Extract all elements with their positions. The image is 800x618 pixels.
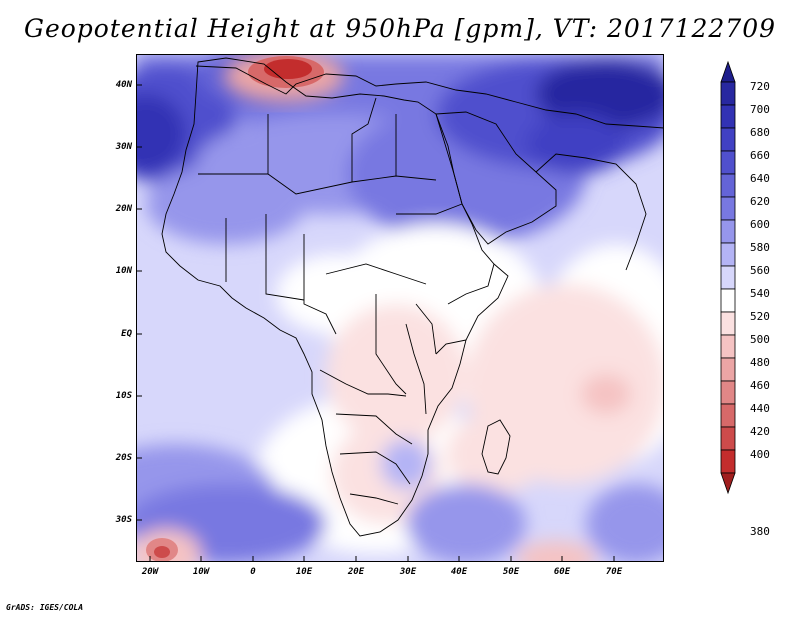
colorbar-label: 600: [750, 218, 770, 231]
colorbar-box: [720, 104, 736, 129]
colorbar-label: 680: [750, 126, 770, 139]
lat-label-30n: 30N: [115, 142, 132, 152]
colorbar-box: [720, 426, 736, 451]
colorbar-label: 660: [750, 149, 770, 162]
colorbar-box: [720, 196, 736, 221]
colorbar-label: 560: [750, 264, 770, 277]
colorbar-box: [720, 150, 736, 175]
map-canvas: [136, 54, 664, 562]
colorbar-box: [720, 265, 736, 290]
map-title: Geopotential Height at 950hPa [gpm], VT:…: [23, 14, 777, 43]
lon-label-10e: 10E: [295, 567, 313, 577]
lon-label-0: 0: [250, 567, 256, 577]
colorbar-label: 500: [750, 333, 770, 346]
lon-label-60e: 60E: [553, 567, 571, 577]
lon-label-40e: 40E: [450, 567, 468, 577]
lat-label-40n: 40N: [115, 80, 132, 90]
colorbar-label: 400: [750, 448, 770, 461]
lat-label-20s: 20S: [115, 453, 132, 463]
colorbar-box: [720, 311, 736, 336]
colorbar-label: 380: [750, 525, 770, 538]
lat-label-10s: 10S: [115, 391, 132, 401]
colorbar-label: 440: [750, 402, 770, 415]
lon-label-20w: 20W: [141, 567, 159, 577]
lat-label-20n: 20N: [115, 204, 132, 214]
colorbar-arrow-top: [720, 60, 736, 83]
colorbar-box: [720, 219, 736, 244]
lon-label-20e: 20E: [347, 567, 365, 577]
lat-label-10n: 10N: [115, 266, 132, 276]
colorbar-label: 720: [750, 80, 770, 93]
colorbar-box: [720, 242, 736, 267]
height-field: [136, 54, 664, 562]
colorbar-box: [720, 357, 736, 382]
colorbar-box: [720, 334, 736, 359]
lat-label-30s: 30S: [115, 515, 132, 525]
lon-label-50e: 50E: [502, 567, 520, 577]
colorbar-label: 520: [750, 310, 770, 323]
colorbar-label: 420: [750, 425, 770, 438]
colorbar-box: [720, 173, 736, 198]
colorbar-box: [720, 127, 736, 152]
grads-credit: GrADS: IGES/COLA: [6, 603, 84, 612]
colorbar-label: 620: [750, 195, 770, 208]
map-panel: [136, 54, 664, 562]
lat-label-eq: EQ: [121, 329, 132, 339]
colorbar-label: 580: [750, 241, 770, 254]
lon-label-30e: 30E: [399, 567, 417, 577]
colorbar-label: 640: [750, 172, 770, 185]
colorbar-label: 480: [750, 356, 770, 369]
map-frame: [136, 54, 664, 562]
coastlines: [161, 57, 664, 537]
colorbar-box: [720, 380, 736, 405]
colorbar-label: 700: [750, 103, 770, 116]
colorbar-label: 460: [750, 379, 770, 392]
colorbar-arrow-bottom: [720, 472, 736, 495]
lon-label-10w: 10W: [192, 567, 210, 577]
colorbar-box: [720, 403, 736, 428]
colorbar-box: [720, 449, 736, 474]
colorbar-box: [720, 81, 736, 106]
colorbar-label: 540: [750, 287, 770, 300]
colorbar: [720, 60, 736, 495]
colorbar-box: [720, 288, 736, 313]
lon-label-70e: 70E: [605, 567, 623, 577]
